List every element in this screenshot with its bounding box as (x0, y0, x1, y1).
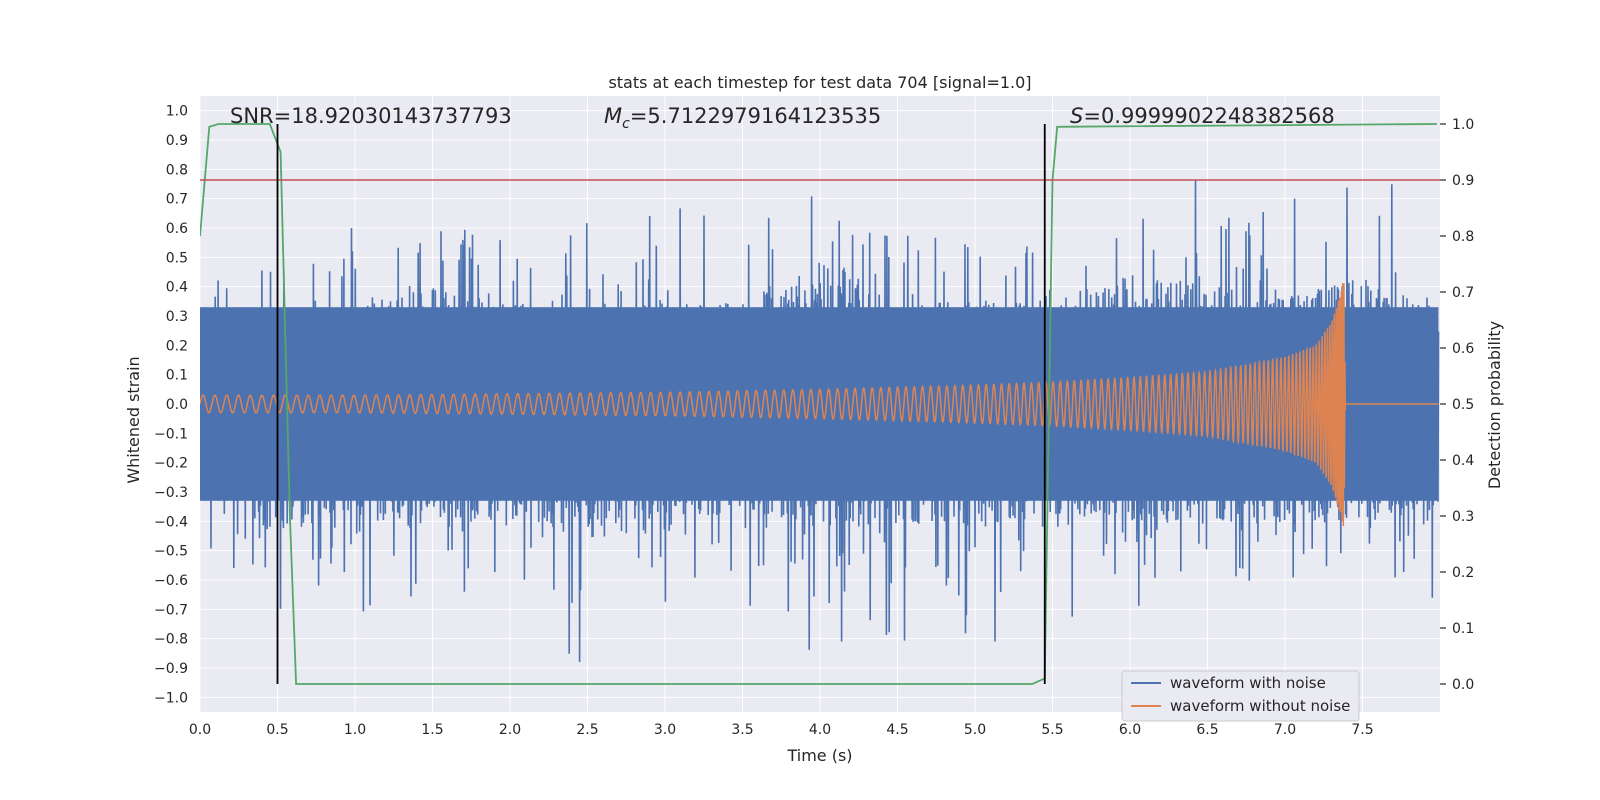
y-tick-label: −0.3 (154, 485, 188, 501)
chirp-mass-value: =5.7122979164123535 (630, 104, 881, 128)
y-tick-label: −0.7 (154, 602, 188, 618)
y2-tick-label: 0.2 (1452, 565, 1474, 581)
x-tick-label: 7.0 (1274, 722, 1296, 738)
y2-tick-label: 0.3 (1452, 509, 1474, 525)
legend: waveform with noise waveform without noi… (1121, 670, 1360, 722)
legend-box (1121, 670, 1360, 722)
y-tick-label: 0.3 (166, 309, 188, 325)
s-symbol: S (1070, 104, 1083, 128)
x-tick-label: 3.5 (731, 722, 753, 738)
x-tick-label: 6.5 (1196, 722, 1218, 738)
y2-tick-label: 0.1 (1452, 621, 1474, 637)
chirp-mass-subscript: c (622, 116, 630, 132)
y-tick-label: 0.2 (166, 338, 188, 354)
y2-axis-ticks: 1.0 0.9 0.8 0.7 0.6 0.5 0.4 0.3 0.2 0.1 0.0 (1440, 117, 1474, 693)
x-tick-label: 3.0 (654, 722, 676, 738)
chirp-mass-symbol: M (604, 104, 622, 128)
y-tick-label: 0.4 (166, 280, 188, 296)
x-tick-label: 5.0 (964, 722, 986, 738)
detection-probability-series (200, 123, 1437, 685)
y-tick-label: 0.5 (166, 250, 188, 266)
detection-probability-line (200, 123, 1437, 685)
chart-title: stats at each timestep for test data 704… (608, 73, 1031, 92)
y2-tick-label: 0.0 (1452, 677, 1474, 693)
legend-label-noise: waveform with noise (1170, 674, 1326, 692)
y-tick-label: −0.5 (154, 544, 188, 560)
y2-tick-label: 1.0 (1452, 117, 1474, 133)
x-axis-label: Time (s) (786, 746, 852, 765)
y-tick-label: −0.6 (154, 573, 188, 589)
y-tick-label: −0.9 (154, 661, 188, 677)
y2-tick-label: 0.6 (1452, 341, 1474, 357)
y2-axis-label: Detection probability (1485, 321, 1504, 489)
x-tick-label: 4.0 (809, 722, 831, 738)
y-tick-label: 0.1 (166, 368, 188, 384)
x-tick-label: 0.5 (266, 722, 288, 738)
plot-area (200, 123, 1440, 685)
x-tick-label: 5.5 (1041, 722, 1063, 738)
y-tick-label: 0.9 (166, 133, 188, 149)
y-tick-label: −1.0 (154, 690, 188, 706)
y-tick-label: 0.0 (166, 397, 188, 413)
y-tick-label: 1.0 (166, 104, 188, 120)
y-axis-label: Whitened strain (124, 356, 143, 483)
x-tick-label: 1.5 (421, 722, 443, 738)
y-tick-label: −0.4 (154, 514, 188, 530)
x-tick-label: 2.0 (499, 722, 521, 738)
legend-label-clean: waveform without noise (1170, 697, 1350, 715)
x-axis-ticks: 0.0 0.5 1.0 1.5 2.0 2.5 3.0 3.5 4.0 4.5 5.0 5.5 6.0 6… (189, 722, 1374, 738)
y-tick-label: −0.1 (154, 426, 188, 442)
s-annotation: S=0.9999902248382568 (1070, 104, 1335, 128)
waveform-with-noise-core (200, 307, 1439, 501)
y2-tick-label: 0.7 (1452, 285, 1474, 301)
y-tick-label: 0.7 (166, 192, 188, 208)
y2-tick-label: 0.8 (1452, 229, 1474, 245)
snr-annotation: SNR=18.92030143737793 (230, 104, 512, 128)
s-value: =0.9999902248382568 (1083, 104, 1334, 128)
x-tick-label: 6.0 (1119, 722, 1141, 738)
y2-tick-label: 0.5 (1452, 397, 1474, 413)
x-tick-label: 2.5 (576, 722, 598, 738)
waveform-without-noise-series (200, 283, 1439, 527)
y2-tick-label: 0.4 (1452, 453, 1474, 469)
y-tick-label: −0.8 (154, 632, 188, 648)
x-tick-label: 7.5 (1351, 722, 1373, 738)
x-tick-label: 4.5 (886, 722, 908, 738)
x-tick-label: 1.0 (344, 722, 366, 738)
chirp-mass-annotation: Mc=5.7122979164123535 (604, 104, 881, 132)
y-axis-ticks: 1.0 0.9 0.8 0.7 0.6 0.5 0.4 0.3 0.2 0.1 0.0 −0.1 −0.… (154, 104, 188, 707)
y-tick-label: 0.8 (166, 162, 188, 178)
waveform-without-noise-line (200, 283, 1439, 527)
reference-lines (200, 124, 1440, 684)
y-tick-label: 0.6 (166, 221, 188, 237)
y-tick-label: −0.2 (154, 456, 188, 472)
y2-tick-label: 0.9 (1452, 173, 1474, 189)
x-tick-label: 0.0 (189, 722, 211, 738)
